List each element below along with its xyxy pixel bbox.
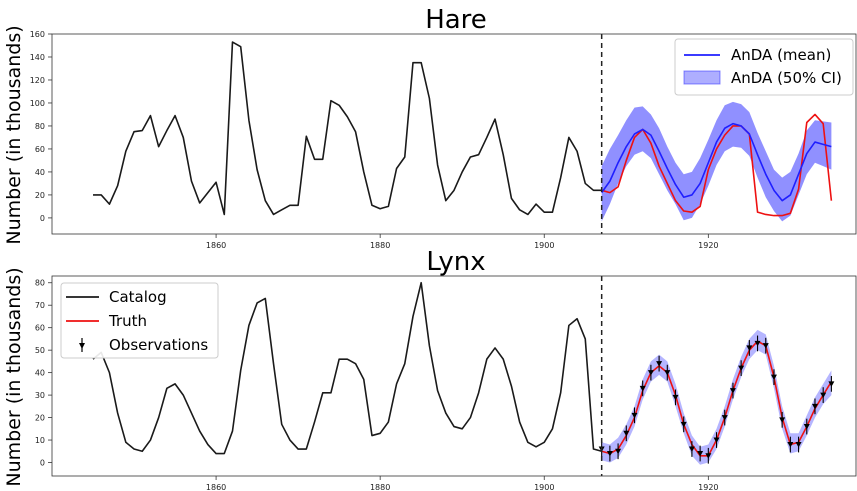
hare-ytick-label: 0 bbox=[40, 214, 45, 223]
lynx-observation-point bbox=[664, 370, 671, 376]
hare-ticks-group: 1860 1880 1900 1920 0 20 40 60 80 100 120 140 160 bbox=[30, 30, 719, 250]
lynx-catalog-line bbox=[92, 281, 602, 455]
lynx-ytick-label: 10 bbox=[35, 436, 45, 445]
hare-ytick-label: 120 bbox=[30, 76, 45, 85]
lynx-observation-point bbox=[697, 451, 704, 457]
hare-axes-frame bbox=[51, 33, 857, 235]
lynx-observation-point bbox=[738, 365, 745, 372]
lynx-observation-point bbox=[795, 442, 802, 448]
hare-ytick-label: 100 bbox=[30, 99, 45, 108]
lynx-observation-point bbox=[762, 343, 769, 349]
lynx-ytick-label: 50 bbox=[35, 346, 45, 355]
lynx-ytick-label: 70 bbox=[35, 301, 45, 310]
lynx-xtick-label: 1920 bbox=[698, 483, 718, 491]
lynx-legend: Catalog Truth Observations bbox=[60, 282, 219, 359]
hare-anda-mean--line bbox=[601, 122, 832, 202]
lynx-legend-obs-label: Observations bbox=[109, 336, 208, 354]
lynx-observation-point bbox=[631, 412, 638, 419]
hare-truth-line bbox=[601, 113, 833, 217]
lynx-lines-group bbox=[92, 281, 835, 464]
lynx-observation-point bbox=[705, 453, 712, 459]
lynx-observation-point bbox=[787, 442, 794, 448]
lynx-title: Lynx bbox=[426, 247, 485, 277]
lynx-xtick-label: 1860 bbox=[206, 483, 226, 491]
lynx-observation-point bbox=[606, 451, 613, 457]
lynx-observation-point bbox=[688, 446, 695, 453]
lynx-observation-point bbox=[746, 345, 753, 351]
lynx-ylabel: Number (in thousands) bbox=[3, 267, 25, 486]
hare-xtick-label: 1880 bbox=[370, 241, 390, 250]
lynx-observation-point bbox=[647, 370, 654, 376]
hare-legend-mean-label: AnDA (mean) bbox=[731, 46, 831, 64]
lynx-ticks-group: 1860 1880 1900 1920 0 10 20 30 40 50 60 70 80 bbox=[35, 279, 719, 491]
lynx-legend-truth-label: Truth bbox=[108, 312, 147, 330]
lynx-observation-point bbox=[803, 424, 810, 430]
lynx-observation-point bbox=[754, 340, 761, 347]
lynx-observation-point bbox=[680, 421, 687, 428]
lynx-ytick-label: 40 bbox=[35, 369, 45, 378]
lynx-observation-point bbox=[828, 381, 835, 387]
hare-legend-ci-swatch bbox=[683, 70, 721, 85]
lynx-axes-frame bbox=[51, 275, 857, 477]
hare-xtick-label: 1900 bbox=[534, 241, 554, 250]
hare-xtick-label: 1920 bbox=[698, 241, 718, 250]
hare-ytick-label: 20 bbox=[35, 191, 45, 200]
lynx-observation-point bbox=[656, 361, 663, 367]
lynx-xtick-label: 1900 bbox=[534, 483, 554, 491]
hare-ytick-label: 160 bbox=[30, 30, 45, 39]
lynx-observation-point bbox=[639, 385, 646, 392]
lynx-observation-point bbox=[672, 394, 679, 401]
hare-panel: Hare 1860 1880 1900 19200204060801001201401… bbox=[3, 5, 857, 250]
lynx-ytick-label: 60 bbox=[35, 324, 45, 333]
hare-legend: AnDA (mean) AnDA (50% CI) bbox=[674, 38, 854, 96]
lynx-observation-point bbox=[820, 392, 827, 399]
lynx-legend-obs-swatch-marker bbox=[79, 343, 85, 349]
lynx-panel: Lynx 1860 1880 1900 1920 0 10 20 30 40 50 60 70 80 N… bbox=[3, 247, 857, 491]
hare-ci-band bbox=[601, 101, 832, 222]
lynx-ytick-label: 30 bbox=[35, 391, 45, 400]
lynx-observation-point bbox=[615, 448, 622, 455]
hare-title: Hare bbox=[425, 5, 487, 35]
lynx-observation-point bbox=[729, 388, 736, 394]
lynx-legend-box bbox=[60, 282, 219, 359]
lynx-ytick-label: 80 bbox=[35, 279, 45, 288]
hare-ytick-label: 140 bbox=[30, 53, 45, 62]
lynx-xtick-label: 1880 bbox=[370, 483, 390, 491]
lynx-legend-catalog-label: Catalog bbox=[109, 288, 167, 306]
hare-ytick-label: 60 bbox=[35, 145, 45, 154]
hare-ytick-label: 80 bbox=[35, 122, 45, 131]
lynx-observation-point bbox=[721, 415, 728, 421]
hare-legend-ci-label: AnDA (50% CI) bbox=[731, 69, 842, 87]
lynx-observation-point bbox=[713, 437, 720, 444]
lynx-observation-point bbox=[623, 430, 630, 437]
hare-ytick-label: 40 bbox=[35, 168, 45, 177]
lynx-ytick-label: 0 bbox=[40, 459, 45, 468]
hare-catalog-line bbox=[93, 41, 602, 216]
hare-ylabel: Number (in thousands) bbox=[3, 25, 25, 244]
hare-xtick-label: 1860 bbox=[206, 241, 226, 250]
lynx-observation-point bbox=[779, 417, 786, 423]
hare-ci-band-group bbox=[601, 101, 832, 222]
lynx-observation-point bbox=[770, 374, 777, 381]
hare-lines-group bbox=[93, 41, 833, 217]
lynx-observation-point bbox=[811, 403, 818, 410]
lynx-ytick-label: 20 bbox=[35, 414, 45, 423]
